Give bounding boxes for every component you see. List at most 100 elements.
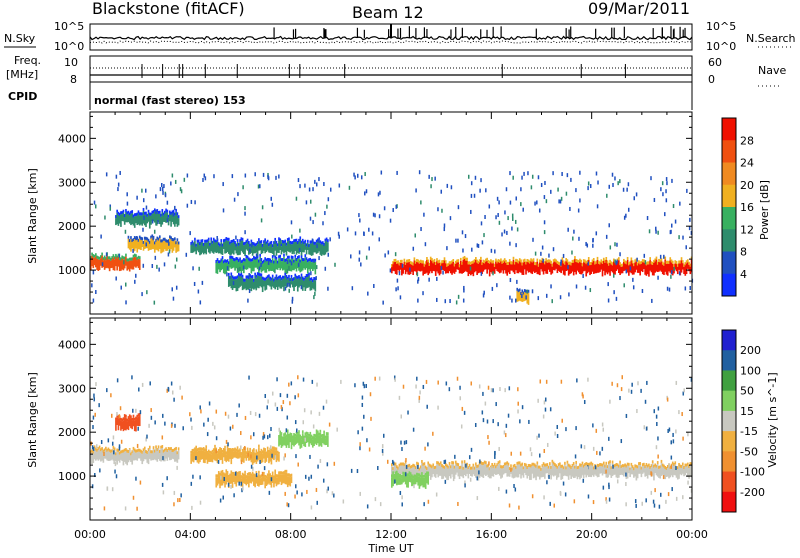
velocity-cell (149, 381, 151, 386)
velocity-cell (121, 421, 124, 430)
power-cell (365, 255, 368, 260)
power-cell (467, 261, 470, 265)
velocity-cell (546, 480, 548, 485)
power-cell (587, 257, 590, 261)
velocity-cell (258, 413, 261, 418)
power-cell (222, 260, 225, 264)
velocity-cell (631, 468, 634, 475)
power-ytick-label: 4000 (58, 132, 86, 145)
velocity-cell (583, 445, 586, 450)
velocity-cell (495, 468, 497, 476)
velocity-cell (313, 436, 315, 447)
power-cell (319, 243, 322, 255)
power-cell (645, 262, 648, 266)
power-cell (537, 263, 540, 267)
power-cell (496, 263, 499, 271)
power-cell (498, 259, 501, 263)
velocity-cell (270, 427, 272, 432)
velocity-colorbar-segment (722, 431, 736, 452)
power-cell (133, 239, 136, 251)
velocity-cell (423, 477, 426, 488)
velocity-cell (418, 398, 420, 403)
power-cell (521, 175, 523, 180)
power-cell (592, 243, 594, 248)
velocity-cell (288, 473, 290, 477)
power-cell (235, 276, 238, 280)
power-cell (399, 262, 402, 270)
power-cell (457, 238, 459, 243)
power-cell (201, 239, 204, 243)
velocity-cell (325, 399, 328, 404)
velocity-cell (503, 465, 506, 474)
velocity-cell (545, 463, 547, 467)
power-cell (594, 261, 596, 265)
power-cell (151, 237, 154, 250)
velocity-ytick-label: 4000 (58, 338, 86, 351)
power-cell (552, 262, 555, 271)
power-cell (171, 210, 174, 214)
velocity-cell (112, 448, 115, 461)
power-cell (94, 204, 97, 209)
velocity-cell (276, 453, 279, 461)
velocity-cell (679, 467, 682, 475)
power-cell (360, 175, 363, 180)
power-cell (276, 263, 279, 270)
power-cell (537, 175, 540, 180)
power-cell (579, 198, 581, 203)
power-cell (443, 260, 446, 272)
velocity-cell (269, 445, 272, 450)
power-cell (500, 261, 502, 273)
velocity-cell (399, 465, 402, 475)
velocity-cell (492, 467, 495, 477)
velocity-cell (254, 452, 256, 456)
power-cell (507, 261, 510, 265)
velocity-cell (501, 468, 504, 478)
velocity-cell (225, 451, 228, 455)
power-cell (659, 259, 662, 263)
velocity-cell (416, 461, 418, 465)
power-cell (675, 264, 678, 272)
velocity-cell (132, 446, 135, 450)
power-cell (626, 256, 629, 260)
velocity-cell (255, 471, 258, 475)
velocity-cell (359, 446, 361, 451)
velocity-cell (135, 419, 137, 432)
power-cell (515, 258, 517, 262)
power-cell (259, 253, 261, 257)
velocity-cell (160, 448, 162, 462)
power-cell (222, 263, 225, 274)
power-cell (641, 288, 644, 293)
power-cell (243, 258, 245, 262)
power-cell (286, 258, 289, 270)
power-cell (573, 229, 575, 234)
power-cell (633, 196, 636, 201)
velocity-cell (482, 391, 484, 396)
power-cell (378, 214, 381, 219)
power-cell (131, 210, 134, 214)
power-cell (423, 266, 426, 274)
power-cell (162, 215, 165, 222)
velocity-cell (502, 464, 505, 468)
velocity-cell (283, 471, 285, 475)
power-cell (222, 239, 225, 243)
velocity-cell (370, 416, 372, 421)
velocity-cell (270, 448, 273, 452)
power-cell (525, 264, 527, 275)
velocity-cell (150, 415, 153, 420)
velocity-cell (190, 481, 193, 486)
velocity-cell (582, 394, 584, 399)
velocity-cell (216, 453, 219, 464)
velocity-cell (298, 433, 300, 446)
power-cell (281, 261, 284, 271)
power-cell (527, 259, 530, 263)
velocity-cell (234, 476, 236, 485)
power-cell (320, 244, 323, 256)
velocity-cell (674, 461, 677, 465)
power-cell (305, 260, 308, 269)
velocity-cell (463, 410, 466, 415)
power-cell (165, 242, 167, 251)
power-cell (259, 240, 261, 244)
velocity-cell (132, 495, 135, 500)
power-cell (264, 257, 266, 261)
velocity-cell (620, 468, 623, 475)
